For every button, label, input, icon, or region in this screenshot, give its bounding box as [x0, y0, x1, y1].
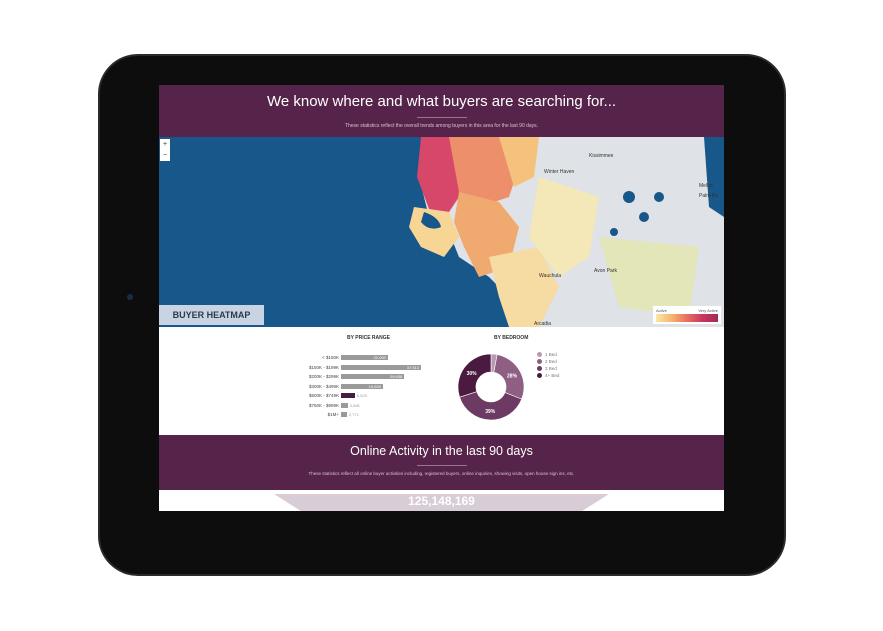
legend-swatch: [537, 359, 542, 364]
price-label: $150K - $199K: [308, 364, 339, 370]
map-label: Kissimmee: [589, 153, 614, 159]
price-bar: [341, 412, 347, 418]
donut-label: 28%: [507, 373, 518, 379]
map-label: Palm Ba: [699, 193, 718, 199]
activity-total-panel: 125,148,169: [159, 490, 724, 511]
price-value: 6,529: [356, 393, 367, 399]
price-value: 3,048: [349, 402, 360, 408]
legend-swatch: [537, 366, 542, 371]
legend-gradient: [656, 314, 718, 322]
zoom-out-button[interactable]: −: [162, 152, 168, 159]
zoom-in-button[interactable]: +: [162, 141, 168, 148]
map-label: Winter Haven: [544, 169, 575, 175]
price-value: 19,639: [368, 383, 381, 389]
legend-high: Very Active: [698, 308, 718, 313]
screen: We know where and what buyers are search…: [159, 85, 724, 511]
divider: [416, 465, 467, 466]
legend-swatch: [537, 373, 542, 378]
price-bar-chart: < $150K 22,000 $150K - $199K 37,513 $200K - …: [299, 353, 421, 420]
legend-item: 4+ Bed: [537, 372, 559, 379]
price-value: 22,000: [373, 355, 386, 361]
price-label: $1M+: [327, 412, 339, 418]
donut-slice-4-bed: [457, 353, 492, 398]
map-label: Arcadia: [534, 321, 551, 327]
price-bar: 19,639: [341, 383, 383, 389]
header-subtitle: These statistics reflect the overall tre…: [344, 123, 539, 129]
bedroom-donut-chart: 28% 39% 30%: [457, 353, 525, 421]
buyer-heatmap-badge: BUYER HEATMAP: [159, 305, 264, 325]
donut-label: 30%: [467, 371, 478, 377]
donut-label: 39%: [485, 409, 496, 415]
price-label: $300K - $499K: [308, 383, 339, 389]
price-label: $750K - $999K: [308, 402, 339, 408]
legend-item: 1 Bed: [537, 351, 559, 358]
price-chart-title: BY PRICE RANGE: [347, 335, 390, 341]
legend-label: 4+ Bed: [545, 373, 560, 378]
price-label: $500K - $749K: [308, 393, 339, 399]
price-row: $1M+ 2,771: [299, 410, 421, 420]
camera-dot: [127, 294, 133, 300]
heatmap-legend: Active Very Active: [653, 306, 721, 324]
map-label: Melbo: [699, 183, 713, 189]
legend-label: 2 Bed: [545, 359, 557, 364]
divider: [416, 117, 467, 118]
price-bar: 29,638: [341, 374, 405, 380]
buyer-heatmap-map[interactable]: Kissimmee Winter Haven Melbo Palm Ba Avo…: [159, 137, 724, 327]
donut-slice-3-bed: [459, 391, 523, 421]
zoom-controls: + −: [160, 139, 170, 161]
price-row: < $150K 22,000: [299, 353, 421, 363]
legend-item: 2 Bed: [537, 358, 559, 365]
price-row: $150K - $199K 37,513: [299, 363, 421, 373]
legend-label: 1 Bed: [545, 352, 557, 357]
price-value: 37,513: [406, 364, 419, 370]
activity-subtitle: These statistics reflect all online buye…: [308, 471, 575, 476]
price-label: < $150K: [322, 355, 339, 361]
price-bar: 37,513: [341, 364, 421, 370]
price-value: 29,638: [389, 374, 403, 380]
activity-total: 125,148,169: [408, 494, 475, 508]
map-label: Avon Park: [594, 268, 617, 274]
price-bar: 22,000: [341, 355, 388, 361]
map-label: Wauchula: [539, 273, 561, 279]
price-label: $200K - $299K: [308, 374, 339, 380]
price-bar: [341, 393, 355, 399]
map-canvas: Kissimmee Winter Haven Melbo Palm Ba Avo…: [409, 137, 724, 327]
legend-swatch: [537, 352, 542, 357]
bedroom-chart-title: BY BEDROOM: [494, 335, 529, 341]
total-banner: [274, 494, 609, 511]
price-bar: [341, 402, 348, 408]
activity-title: Online Activity in the last 90 days: [350, 444, 533, 458]
legend-item: 3 Bed: [537, 365, 559, 372]
header: We know where and what buyers are search…: [159, 85, 724, 137]
activity-section: Online Activity in the last 90 days Thes…: [159, 435, 724, 490]
bedroom-legend: 1 Bed 2 Bed 3 Bed 4+ Bed: [537, 351, 559, 379]
page-title: We know where and what buyers are search…: [266, 93, 617, 110]
legend-low: Active: [656, 308, 667, 313]
legend-label: 3 Bed: [545, 366, 557, 371]
price-value: 2,771: [348, 412, 359, 418]
price-row: $200K - $299K 29,638: [299, 372, 421, 382]
charts-section: BY PRICE RANGE < $150K 22,000 $150K - $199…: [159, 327, 724, 435]
price-row: $300K - $499K 19,639: [299, 382, 421, 392]
price-row: $750K - $999K 3,048: [299, 401, 421, 411]
price-row: $500K - $749K 6,529: [299, 391, 421, 401]
